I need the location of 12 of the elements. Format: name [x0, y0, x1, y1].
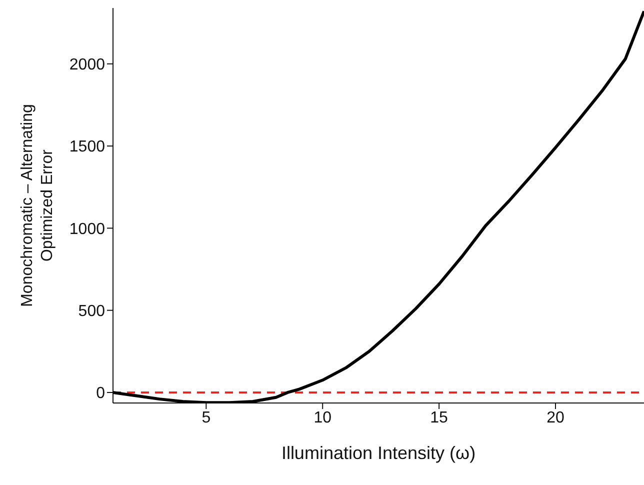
x-tick-label: 10	[314, 409, 332, 426]
x-tick-label: 5	[202, 409, 211, 426]
y-tick-label: 1000	[69, 220, 106, 238]
y-tick-label: 500	[78, 303, 106, 320]
y-tick-label: 1500	[69, 138, 106, 156]
line-series	[113, 10, 644, 403]
x-tick-label: 20	[546, 409, 564, 426]
y-tick-label: 2000	[69, 56, 106, 74]
y-axis-title: Monochromatic – Alternating Optimized Error	[19, 104, 56, 307]
x-axis-title: Illumination Intensity (ω)	[281, 443, 476, 463]
x-tick-label: 15	[430, 409, 448, 426]
y-tick-label: 0	[96, 385, 106, 402]
